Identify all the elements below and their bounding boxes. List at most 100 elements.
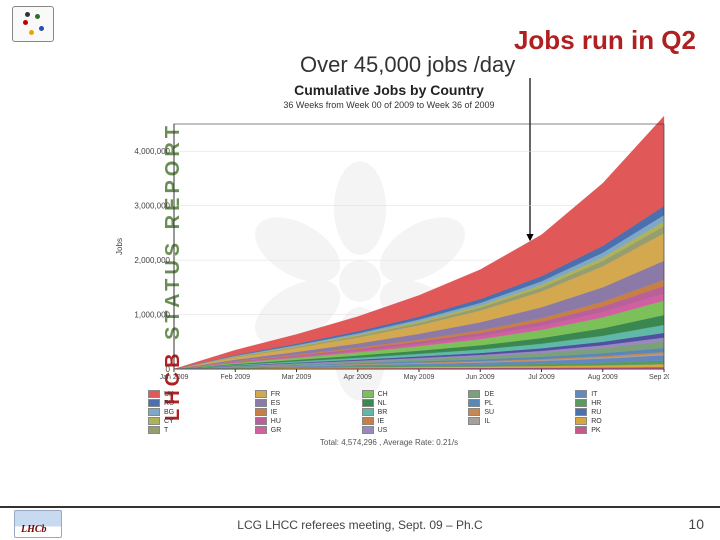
legend-item-de: DE (468, 390, 563, 398)
legend-swatch (575, 417, 587, 425)
footer-text: LCG LHCC referees meeting, Sept. 09 – Ph… (237, 518, 482, 532)
legend-swatch (468, 390, 480, 398)
legend-item-hu: HU (255, 417, 350, 425)
legend-swatch (362, 399, 374, 407)
svg-text:1,000,000: 1,000,000 (134, 311, 170, 320)
legend-item-ie: IE (362, 417, 457, 425)
svg-text:3,000,000: 3,000,000 (134, 202, 170, 211)
legend-item-ro: RO (575, 417, 670, 425)
svg-text:4,000,000: 4,000,000 (134, 147, 170, 156)
legend-item-ru: RU (575, 408, 670, 416)
svg-text:Jun 2009: Jun 2009 (466, 374, 495, 381)
legend-column: CH NL BR IE US (362, 390, 457, 434)
legend-item-us: US (362, 426, 457, 434)
svg-text:Apr 2009: Apr 2009 (344, 374, 373, 381)
legend-item-br: BR (362, 408, 457, 416)
legend-label: HU (271, 418, 281, 425)
legend-label: SU (484, 409, 494, 416)
legend-item-cy: CY (148, 417, 243, 425)
chart-container: Cumulative Jobs by Country 36 Weeks from… (78, 82, 700, 490)
legend-label: IE (271, 409, 278, 416)
legend-swatch (468, 417, 480, 425)
legend-swatch (468, 399, 480, 407)
svg-text:0: 0 (166, 365, 171, 374)
legend-swatch (575, 408, 587, 416)
slide: Jobs run in Q2 Over 45,000 jobs /day LHC… (0, 0, 720, 540)
chart-legend: UK RU BG CY T FR ES IE HU GR CH NL BR IE US DE PL SU IL IT H… (148, 390, 670, 434)
legend-swatch (148, 399, 160, 407)
legend-swatch (468, 408, 480, 416)
legend-swatch (362, 417, 374, 425)
legend-label: RU (591, 409, 601, 416)
legend-item-pk: PK (575, 426, 670, 434)
legend-label: PK (591, 427, 600, 434)
chart-subtitle: 36 Weeks from Week 00 of 2009 to Week 36… (78, 100, 700, 110)
legend-label: DE (484, 391, 494, 398)
legend-swatch (575, 390, 587, 398)
legend-label: BR (378, 409, 388, 416)
chart-title: Cumulative Jobs by Country (78, 82, 700, 98)
legend-label: US (378, 427, 388, 434)
legend-label: RO (591, 418, 602, 425)
legend-label: FR (271, 391, 280, 398)
legend-swatch (575, 426, 587, 434)
legend-item-ru: RU (148, 399, 243, 407)
svg-text:Sep 2009: Sep 2009 (649, 374, 669, 381)
stacked-area-chart: 0 1,000,000 2,000,000 3,000,000 4,000,000 Job… (109, 114, 669, 384)
legend-label: NL (378, 400, 387, 407)
legend-item-es: ES (255, 399, 350, 407)
legend-swatch (362, 426, 374, 434)
svg-text:Jan 2009: Jan 2009 (160, 374, 189, 381)
legend-label: GR (271, 427, 282, 434)
svg-text:Aug 2009: Aug 2009 (588, 374, 618, 381)
svg-text:Mar 2009: Mar 2009 (282, 374, 312, 381)
legend-column: UK RU BG CY T (148, 390, 243, 434)
legend-column: FR ES IE HU GR (255, 390, 350, 434)
legend-swatch (255, 399, 267, 407)
legend-item-uk: UK (148, 390, 243, 398)
legend-swatch (362, 390, 374, 398)
legend-item-il: IL (468, 417, 563, 425)
svg-text:Jul 2009: Jul 2009 (528, 374, 555, 381)
svg-text:Feb 2009: Feb 2009 (220, 374, 250, 381)
legend-label: CH (378, 391, 388, 398)
legend-swatch (148, 408, 160, 416)
legend-item-gr: GR (255, 426, 350, 434)
legend-item-bg: BG (148, 408, 243, 416)
legend-label: IT (591, 391, 597, 398)
svg-text:May 2009: May 2009 (404, 374, 435, 381)
legend-item-nl: NL (362, 399, 457, 407)
chart-footer: Total: 4,574,296 , Average Rate: 0.21/s (78, 438, 700, 447)
legend-item-pl: PL (468, 399, 563, 407)
legend-swatch (148, 417, 160, 425)
legend-label: IL (484, 418, 490, 425)
legend-item-t: T (148, 426, 243, 434)
svg-text:Jobs: Jobs (115, 238, 124, 255)
legend-column: DE PL SU IL (468, 390, 563, 434)
legend-swatch (255, 426, 267, 434)
legend-label: RU (164, 400, 174, 407)
svg-text:2,000,000: 2,000,000 (134, 256, 170, 265)
legend-swatch (148, 390, 160, 398)
legend-item-fr: FR (255, 390, 350, 398)
legend-label: PL (484, 400, 493, 407)
legend-item-ch: CH (362, 390, 457, 398)
page-number: 10 (688, 516, 704, 532)
legend-column: IT HR RU RO PK (575, 390, 670, 434)
legend-label: IE (378, 418, 385, 425)
legend-swatch (148, 426, 160, 434)
legend-label: UK (164, 391, 174, 398)
legend-swatch (575, 399, 587, 407)
legend-item-ie: IE (255, 408, 350, 416)
legend-label: T (164, 427, 168, 434)
legend-swatch (255, 417, 267, 425)
legend-swatch (255, 390, 267, 398)
legend-item-su: SU (468, 408, 563, 416)
legend-item-it: IT (575, 390, 670, 398)
legend-swatch (255, 408, 267, 416)
legend-label: ES (271, 400, 280, 407)
legend-label: BG (164, 409, 174, 416)
legend-label: CY (164, 418, 174, 425)
lhcb-logo (14, 510, 62, 538)
legend-label: HR (591, 400, 601, 407)
